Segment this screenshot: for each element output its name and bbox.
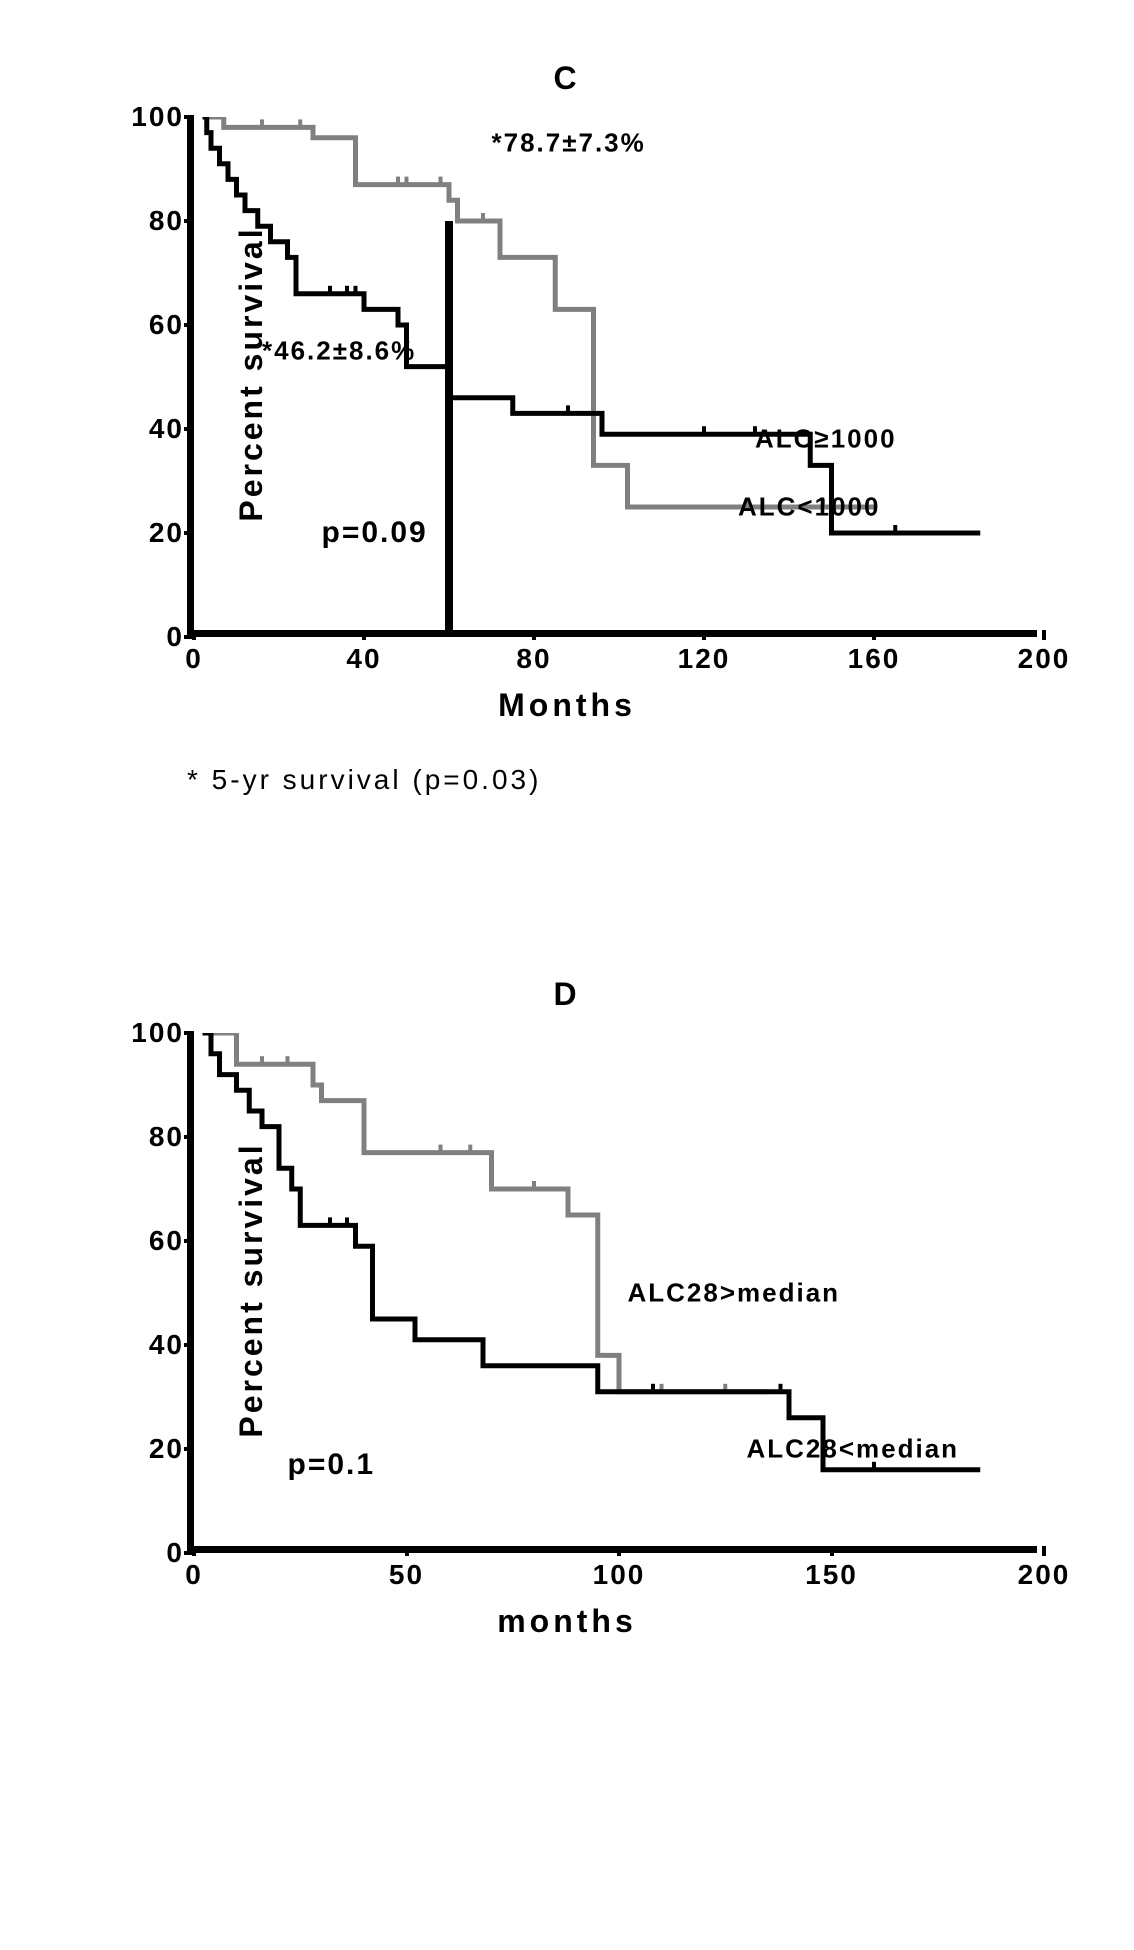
y-tick-mark — [184, 219, 194, 223]
y-tick-mark — [184, 427, 194, 431]
chart-d-title: D — [67, 976, 1067, 1013]
chart-d: D Percent survival 020406080100050100150… — [67, 976, 1067, 1640]
x-tick-label: 0 — [185, 643, 203, 675]
chart-annotation: *46.2±8.6% — [262, 336, 416, 367]
y-tick-label: 40 — [124, 413, 184, 445]
y-tick-label: 20 — [124, 1433, 184, 1465]
x-tick-label: 160 — [848, 643, 901, 675]
chart-c-title: C — [67, 60, 1067, 97]
y-tick-mark — [184, 323, 194, 327]
chart-annotation: ALC28<median — [747, 1434, 960, 1465]
x-tick-label: 40 — [346, 643, 381, 675]
y-tick-mark — [184, 1239, 194, 1243]
y-tick-label: 0 — [124, 1537, 184, 1569]
y-tick-label: 0 — [124, 621, 184, 653]
chart-annotation: p=0.1 — [288, 1448, 376, 1482]
y-tick-mark — [184, 1135, 194, 1139]
x-tick-label: 200 — [1018, 643, 1071, 675]
chart-c-footnote: * 5-yr survival (p=0.03) — [187, 764, 1067, 796]
x-tick-label: 0 — [185, 1559, 203, 1591]
chart-c: C Percent survival 020406080100040801201… — [67, 60, 1067, 796]
y-tick-mark — [184, 531, 194, 535]
chart-svg — [194, 117, 1044, 637]
chart-annotation: ALC<1000 — [738, 492, 880, 523]
y-tick-mark — [184, 115, 194, 119]
chart-annotation: ALC≥1000 — [755, 424, 897, 455]
chart-c-plot: Percent survival 02040608010004080120160… — [187, 117, 1037, 637]
chart-c-xlabel: Months — [67, 687, 1067, 724]
y-tick-label: 80 — [124, 205, 184, 237]
chart-d-xlabel: months — [67, 1603, 1067, 1640]
x-tick-label: 200 — [1018, 1559, 1071, 1591]
y-tick-label: 40 — [124, 1329, 184, 1361]
y-tick-label: 60 — [124, 309, 184, 341]
y-tick-label: 80 — [124, 1121, 184, 1153]
chart-annotation: ALC28>median — [628, 1278, 841, 1309]
x-tick-label: 100 — [593, 1559, 646, 1591]
chart-d-plot: Percent survival 02040608010005010015020… — [187, 1033, 1037, 1553]
x-tick-label: 120 — [678, 643, 731, 675]
chart-annotation: p=0.09 — [322, 516, 428, 550]
y-tick-mark — [184, 1031, 194, 1035]
chart-annotation: *78.7±7.3% — [492, 128, 646, 159]
y-tick-mark — [184, 1343, 194, 1347]
x-tick-label: 80 — [516, 643, 551, 675]
y-tick-label: 60 — [124, 1225, 184, 1257]
y-tick-mark — [184, 1447, 194, 1451]
x-tick-label: 150 — [805, 1559, 858, 1591]
y-tick-label: 100 — [124, 101, 184, 133]
y-tick-label: 20 — [124, 517, 184, 549]
x-tick-label: 50 — [389, 1559, 424, 1591]
y-tick-label: 100 — [124, 1017, 184, 1049]
